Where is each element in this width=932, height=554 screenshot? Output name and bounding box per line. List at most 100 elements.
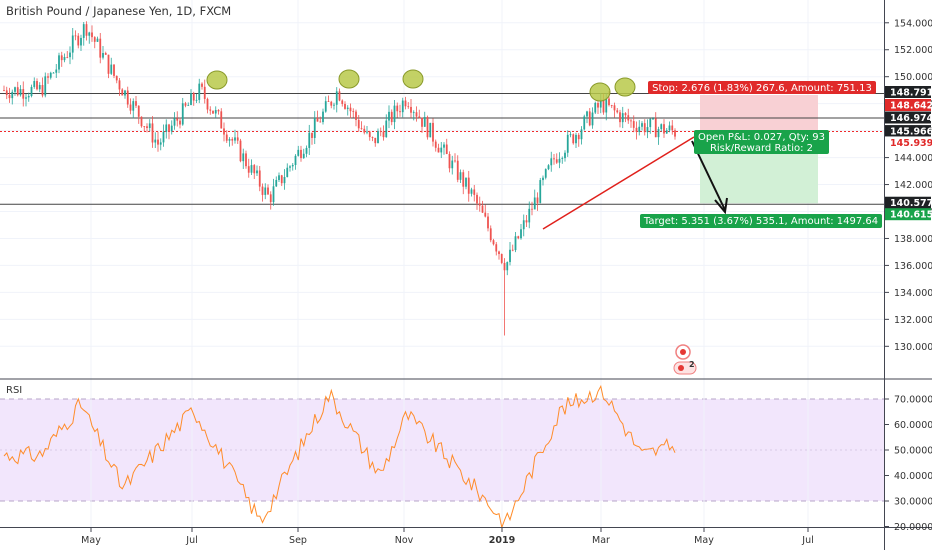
candle-body [594,102,597,113]
price-tag: 146.974 [890,113,932,124]
candle-body [192,93,195,101]
candle-body [170,125,173,132]
time-axis[interactable]: May Jul Sep Nov 2019 Mar May Jul [81,527,814,546]
candle-body [110,64,113,74]
candle-body [520,229,522,239]
candle-body [511,249,514,251]
price-tag: 145.939 [890,138,932,149]
candle-body [201,83,203,87]
candle-body [294,155,297,166]
candle-body [176,118,179,121]
price-axis-label: 144.000 [894,153,932,164]
candle-body [462,172,465,187]
candle-body [52,72,55,74]
candle-body [635,127,638,133]
candle-body [371,137,374,138]
candle-body [203,86,206,99]
rsi-series [3,384,676,530]
candle-body [107,54,110,74]
highlight-ellipse[interactable] [402,69,424,89]
candle-body [426,117,429,138]
position-labels[interactable]: Stop: 2.676 (1.83%) 267.6, Amount: 751.1… [640,81,882,228]
time-axis-label: Sep [289,535,307,546]
candle-body [569,134,572,136]
rsi-line [3,384,676,530]
candle-body [346,107,349,109]
candle-body [82,24,85,38]
candle-body [77,35,80,46]
price-tag: 145.966 [890,127,932,138]
price-tag: 148.642 [890,101,932,112]
drawings[interactable] [206,69,728,230]
candle-body [247,166,250,173]
time-axis-label: May [694,535,714,546]
stop-label[interactable]: Stop: 2.676 (1.83%) 267.6, Amount: 751.1… [648,81,876,94]
candle-body [533,197,536,210]
highlight-ellipse[interactable] [589,82,611,102]
price-axis-label: 152.000 [894,45,932,56]
candle-body [179,120,181,125]
target-label[interactable]: Target: 5.351 (3.67%) 535.1, Amount: 149… [640,214,882,228]
candle-body [382,131,385,138]
candle-body [198,83,201,100]
event-marker-count: 2 [689,360,695,369]
candle-body [159,142,162,145]
candle-body [423,117,426,127]
rsi-label: RSI [6,385,22,396]
rsi-axis[interactable]: 70.0000 60.0000 50.0000 40.0000 30.0000 20.00… [884,395,932,534]
event-marker-dot-2 [678,365,684,371]
candle-body [652,118,654,120]
candle-body [456,160,459,180]
candle-body [71,35,74,53]
candle-body [396,105,399,112]
candle-body [638,126,641,133]
highlight-ellipse[interactable] [206,70,228,90]
candle-body [506,262,509,271]
candle-body [580,129,583,140]
trendline[interactable] [542,136,695,230]
candle-body [432,122,434,142]
candle-body [665,130,668,134]
price-axis-label: 132.000 [894,315,932,326]
candle-body [528,208,531,223]
candle-body [267,187,269,195]
candle-body [517,236,520,239]
candle-body [256,170,258,174]
pnl-label-bg [694,130,829,154]
candle-body [162,131,165,143]
rsi-axis-label: 50.0000 [894,446,932,457]
candle-body [660,124,663,130]
candle-body [564,152,566,159]
candle-body [583,116,586,130]
candle-body [41,85,44,96]
candle-body [503,262,506,271]
candle-body [577,134,580,140]
time-axis-label: Mar [592,535,610,546]
candle-body [132,101,135,111]
candle-body [148,123,151,128]
candle-body [591,112,594,126]
highlight-ellipse[interactable] [338,69,360,89]
candle-body [522,220,525,230]
candle-body [498,251,500,255]
candle-body [671,125,674,131]
candle-body [544,169,547,178]
candle-body [621,113,624,123]
candle-body [11,91,14,99]
candle-body [399,111,401,113]
candle-body [93,37,96,42]
candle-body [492,240,495,245]
candle-body [437,147,440,153]
event-marker[interactable]: 2 [673,344,697,375]
highlight-ellipse[interactable] [614,77,636,97]
candle-body [487,216,489,229]
candle-body [360,128,363,130]
price-axis[interactable]: 154.000152.000150.000148.000146.000144.0… [884,18,932,353]
candle-body [558,158,561,163]
candle-body [575,134,577,144]
candle-body [269,194,272,203]
candle-body [22,89,25,99]
